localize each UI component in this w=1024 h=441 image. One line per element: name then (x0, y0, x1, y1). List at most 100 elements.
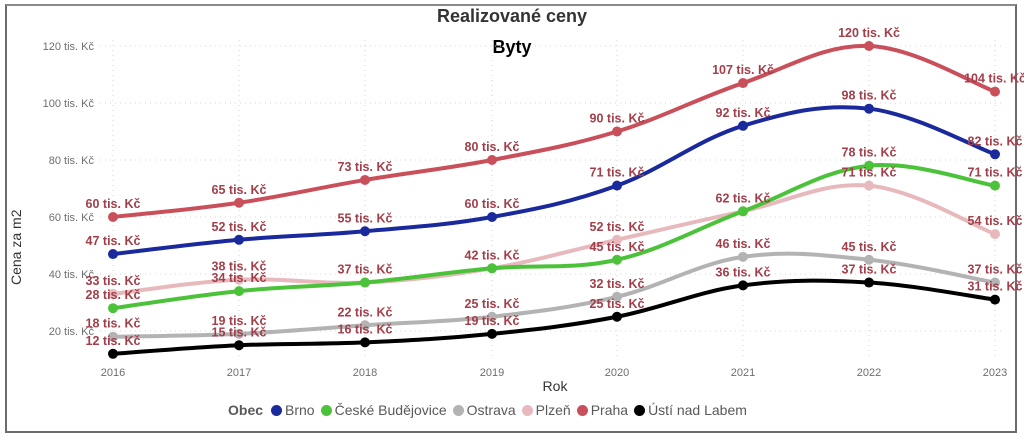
legend-label: Ústí nad Labem (648, 402, 747, 418)
data-point (738, 206, 748, 217)
data-label: 45 tis. Kč (842, 240, 897, 254)
data-label: 71 tis. Kč (968, 166, 1023, 180)
data-point (990, 277, 1000, 288)
data-point (864, 160, 874, 171)
data-label: 19 tis. Kč (212, 314, 267, 328)
data-point (360, 277, 370, 288)
data-label: 52 tis. Kč (590, 220, 645, 234)
legend-title: Obec (228, 402, 264, 418)
data-label: 90 tis. Kč (590, 112, 645, 126)
legend-label: Ostrava (466, 402, 516, 418)
y-tick-label: 60 tis. Kč (49, 212, 95, 224)
data-point (864, 41, 874, 51)
data-label: 60 tis. Kč (86, 197, 141, 211)
x-tick-label: 2022 (857, 367, 881, 379)
data-point (864, 103, 874, 114)
data-point (864, 277, 874, 288)
series-line (111, 43, 997, 219)
data-point (234, 274, 244, 285)
chart-frame (5, 4, 1017, 433)
legend-dot-icon (576, 404, 588, 416)
y-tick-label: 40 tis. Kč (49, 269, 95, 281)
legend-item: České Budějovice (320, 402, 447, 418)
legend-dot-icon (271, 404, 283, 416)
x-tick-label: 2020 (605, 367, 629, 379)
data-point (234, 197, 244, 208)
data-label: 37 tis. Kč (968, 263, 1023, 277)
data-label: 33 tis. Kč (86, 274, 141, 288)
data-label: 45 tis. Kč (590, 240, 645, 254)
legend-label: Plzeň (535, 402, 571, 418)
data-label: 46 tis. Kč (716, 237, 771, 251)
data-label: 92 tis. Kč (716, 106, 771, 120)
y-axis-ticks: 20 tis. Kč 40 tis. Kč 60 tis. Kč 80 tis. Kč… (43, 41, 95, 338)
chart-title: Realizované ceny (436, 6, 588, 26)
y-tick-label: 80 tis. Kč (49, 155, 95, 167)
data-point (234, 328, 244, 339)
y-tick-label: 100 tis. Kč (43, 98, 95, 110)
data-point (108, 331, 118, 342)
data-point (990, 149, 1000, 160)
data-label: 15 tis. Kč (212, 325, 267, 339)
data-label: 98 tis. Kč (842, 89, 897, 103)
series-line (111, 183, 997, 296)
chart-subtitle: Byty (492, 37, 532, 57)
series-line (111, 278, 997, 356)
legend-item: Praha (576, 402, 629, 418)
data-point (360, 226, 370, 237)
data-point (108, 212, 118, 222)
data-point (108, 288, 118, 299)
data-label: 12 tis. Kč (86, 334, 141, 348)
data-point (990, 180, 1000, 191)
x-axis-ticks: 2016 2017 2018 2019 2020 2021 2022 2023 (101, 367, 1007, 379)
legend-dot-icon (634, 404, 646, 416)
x-axis-label: Rok (542, 378, 568, 394)
data-label: 55 tis. Kč (338, 211, 393, 225)
data-label: 52 tis. Kč (212, 220, 267, 234)
x-tick-label: 2018 (353, 367, 377, 379)
data-point (738, 78, 748, 89)
data-label: 37 tis. Kč (338, 263, 393, 277)
data-label: 38 tis. Kč (212, 260, 267, 274)
data-point (487, 263, 497, 274)
data-label: 37 tis. Kč (842, 263, 897, 277)
data-point (234, 340, 244, 351)
x-tick-label: 2023 (983, 367, 1007, 379)
x-tick-label: 2017 (227, 367, 251, 379)
data-label: 25 tis. Kč (465, 297, 520, 311)
data-point (108, 303, 118, 314)
series-line (111, 163, 997, 311)
legend-item: Plzeň (521, 402, 571, 418)
data-labels: 47 tis. Kč 52 tis. Kč 55 tis. Kč 60 tis. Kč… (86, 26, 1024, 348)
x-tick-label: 2021 (731, 367, 755, 379)
data-point (864, 254, 874, 265)
data-point (990, 294, 1000, 305)
data-label: 22 tis. Kč (338, 305, 393, 319)
legend-dot-icon (452, 404, 464, 416)
data-point (487, 311, 497, 322)
data-label: 71 tis. Kč (842, 166, 897, 180)
data-label: 71 tis. Kč (590, 166, 645, 180)
series-line (111, 251, 997, 339)
data-point (612, 254, 622, 265)
data-point (612, 311, 622, 322)
series-české-budějovice (108, 160, 1000, 314)
y-tick-label: 120 tis. Kč (43, 41, 95, 53)
data-label: 25 tis. Kč (590, 297, 645, 311)
data-label: 62 tis. Kč (716, 191, 771, 205)
series-praha (108, 41, 1000, 222)
data-point (487, 212, 497, 222)
series-ostrava (108, 251, 1000, 342)
data-label: 73 tis. Kč (338, 160, 393, 174)
data-point (487, 155, 497, 165)
data-point (612, 291, 622, 302)
x-tick-label: 2016 (101, 367, 125, 379)
data-label: 31 tis. Kč (968, 280, 1023, 294)
legend-item: Brno (271, 402, 315, 418)
data-label: 32 tis. Kč (590, 277, 645, 291)
data-label: 36 tis. Kč (716, 265, 771, 279)
legend-label: České Budějovice (334, 402, 447, 418)
legend-item: Ostrava (452, 402, 516, 418)
legend-label: Praha (590, 402, 629, 418)
